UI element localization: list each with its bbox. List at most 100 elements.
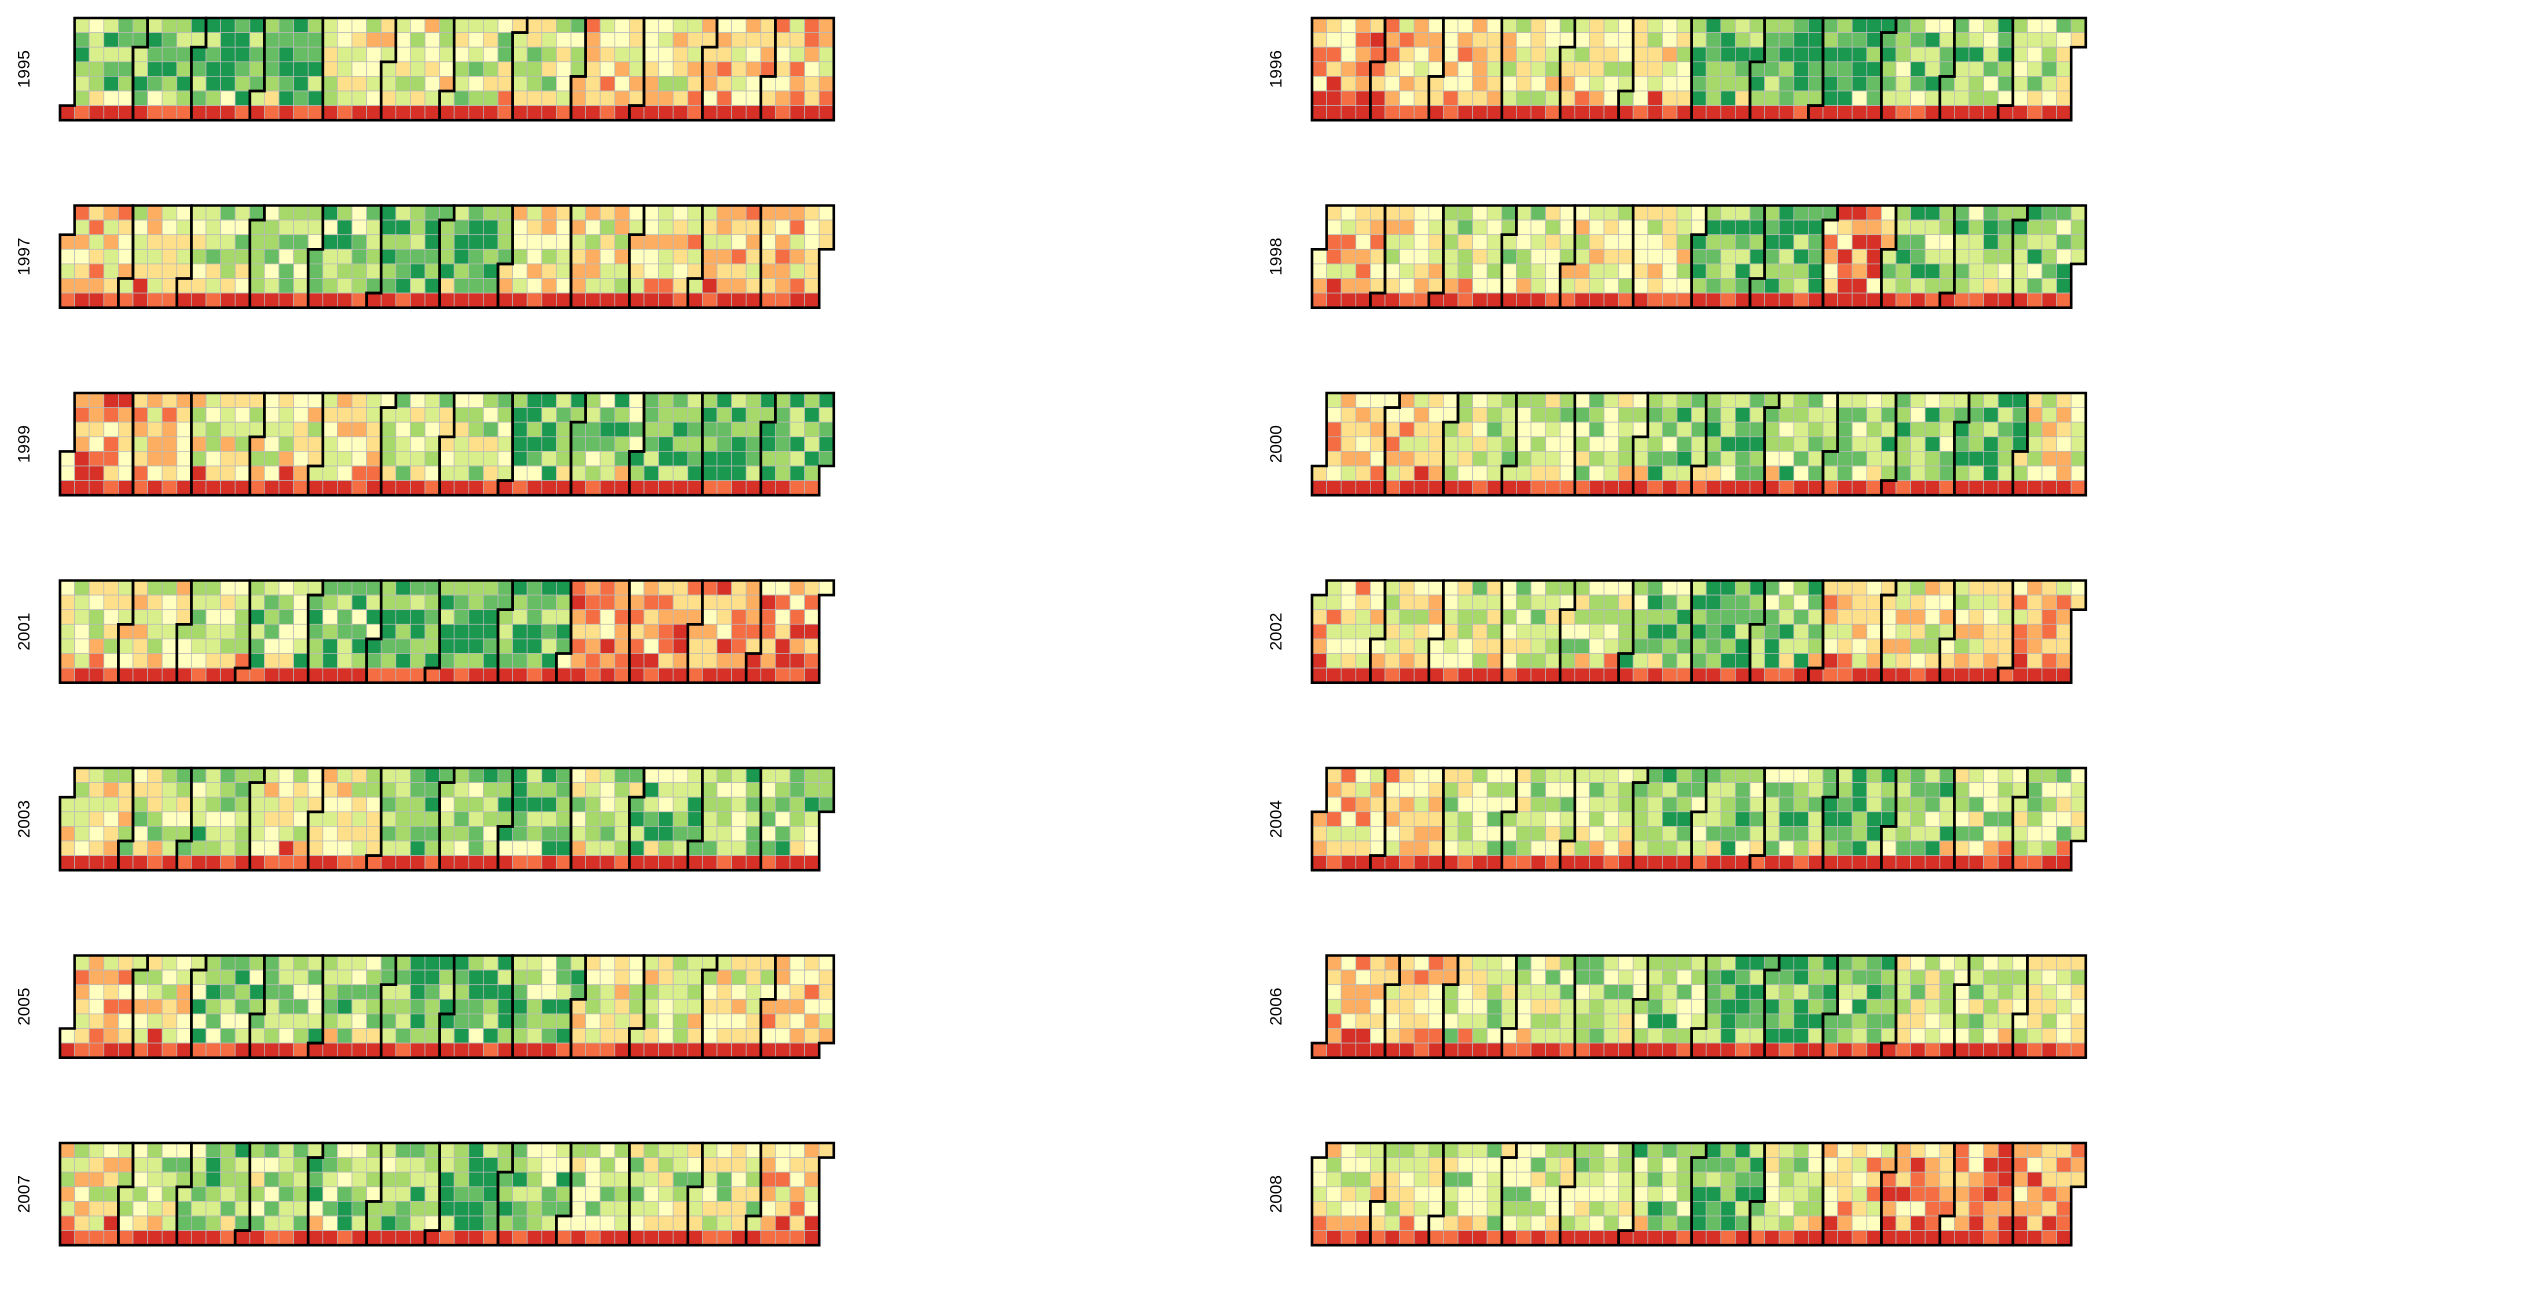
day-cell — [1968, 392, 1984, 408]
day-cell — [395, 1142, 411, 1158]
day-cell — [351, 811, 367, 827]
day-cell — [220, 105, 236, 121]
day-cell — [191, 667, 207, 684]
year-panel-2003: 2003 — [15, 766, 836, 872]
day-cell — [424, 969, 440, 986]
day-cell — [1676, 17, 1692, 33]
day-cell — [1764, 969, 1780, 986]
day-cell — [1895, 955, 1911, 971]
day-cell — [1472, 32, 1488, 48]
day-cell — [1662, 278, 1678, 294]
day-cell — [1355, 105, 1371, 121]
day-cell — [147, 667, 163, 684]
day-cell — [1311, 248, 1327, 265]
day-cell — [1647, 90, 1663, 106]
day-cell — [74, 234, 90, 250]
day-cell — [1530, 855, 1546, 871]
day-cell — [1662, 451, 1678, 467]
day-cell — [424, 90, 440, 106]
day-cell — [439, 855, 455, 871]
day-cell — [1443, 594, 1459, 611]
day-cell — [512, 105, 528, 121]
day-cell — [1326, 480, 1342, 496]
day-cell — [1340, 653, 1357, 669]
day-cell — [1866, 638, 1882, 654]
day-cell — [1443, 1013, 1459, 1029]
day-cell — [1603, 638, 1619, 654]
day-cell — [1735, 811, 1751, 827]
day-cell — [512, 998, 528, 1015]
day-cell — [1428, 61, 1444, 77]
day-cell — [1603, 392, 1619, 408]
day-cell — [176, 292, 192, 309]
day-cell — [1749, 234, 1765, 250]
day-cell — [191, 811, 207, 827]
day-cell — [161, 826, 178, 842]
day-cell — [161, 840, 178, 856]
day-cell — [775, 407, 791, 423]
day-cell — [599, 105, 616, 121]
day-cell — [1355, 392, 1371, 408]
day-cell — [1647, 436, 1663, 452]
day-cell — [804, 955, 820, 971]
day-cell — [614, 90, 630, 106]
day-cell — [1881, 32, 1897, 48]
day-cell — [1545, 609, 1561, 625]
day-cell — [205, 667, 221, 684]
day-cell — [1881, 278, 1897, 294]
day-cell — [161, 17, 178, 33]
day-cell — [1954, 969, 1970, 986]
day-cell — [497, 1042, 513, 1059]
year-panel-2006: 2006 — [1267, 954, 2088, 1059]
day-cell — [731, 90, 747, 106]
day-cell — [1632, 1028, 1649, 1044]
day-cell — [147, 76, 163, 92]
day-cell — [2012, 436, 2028, 452]
day-cell — [556, 248, 572, 265]
day-cell — [1954, 278, 1970, 294]
day-cell — [1735, 1013, 1751, 1029]
day-cell — [614, 855, 630, 871]
day-cell — [147, 407, 163, 423]
day-cell — [1822, 1013, 1838, 1029]
day-cell — [512, 826, 528, 842]
day-cell — [541, 1013, 557, 1029]
day-cell — [132, 480, 148, 496]
day-cell — [1574, 248, 1590, 265]
day-cell — [629, 855, 645, 871]
day-cell — [337, 1230, 353, 1246]
day-cell — [512, 278, 528, 294]
day-cell — [1997, 955, 2014, 971]
day-cell — [541, 392, 557, 408]
day-cell — [264, 1201, 280, 1217]
day-cell — [1311, 1042, 1327, 1059]
day-cell — [1428, 609, 1444, 625]
day-cell — [1968, 667, 1984, 684]
day-cell — [88, 1042, 105, 1059]
day-cell — [74, 407, 90, 423]
day-cell — [1370, 1230, 1386, 1246]
day-cell — [1866, 855, 1882, 871]
day-cell — [453, 984, 470, 1000]
day-cell — [585, 855, 601, 871]
day-cell — [585, 796, 601, 813]
day-cell — [1662, 205, 1678, 221]
day-cell — [775, 248, 791, 265]
day-cell — [570, 451, 586, 467]
day-cell — [731, 1186, 747, 1202]
day-cell — [702, 796, 718, 813]
day-cell — [1793, 17, 1809, 33]
day-cell — [497, 263, 513, 279]
day-cell — [264, 1215, 280, 1231]
day-cell — [497, 826, 513, 842]
day-cell — [1559, 76, 1576, 92]
day-cell — [687, 436, 703, 452]
day-cell — [1516, 263, 1532, 279]
day-cell — [366, 421, 382, 438]
day-cell — [2056, 76, 2072, 92]
day-cell — [380, 421, 397, 438]
day-cell — [1954, 667, 1970, 684]
day-cell — [1516, 105, 1532, 121]
day-cell — [804, 480, 820, 496]
day-cell — [775, 580, 791, 596]
